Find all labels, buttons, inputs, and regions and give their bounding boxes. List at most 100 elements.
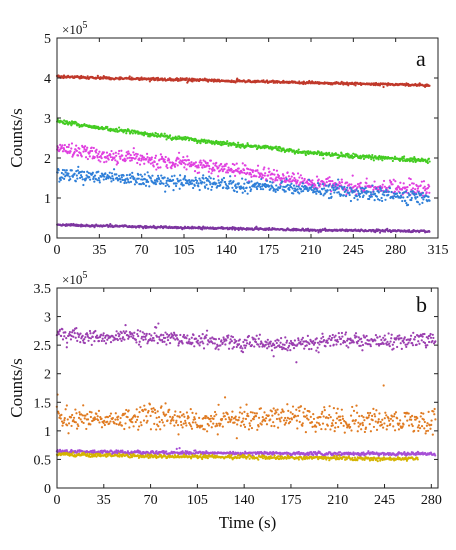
data-point bbox=[353, 196, 356, 200]
data-point bbox=[142, 338, 145, 341]
data-point bbox=[155, 416, 158, 419]
data-point bbox=[412, 182, 415, 185]
data-point bbox=[158, 420, 161, 423]
data-point bbox=[288, 344, 291, 348]
data-point bbox=[176, 423, 180, 427]
data-point bbox=[207, 170, 210, 173]
data-point bbox=[387, 193, 390, 196]
data-point bbox=[409, 157, 412, 160]
data-point bbox=[196, 179, 199, 183]
data-point bbox=[153, 160, 156, 164]
data-point bbox=[284, 190, 287, 193]
data-point bbox=[270, 349, 274, 352]
data-point bbox=[428, 191, 431, 194]
data-point bbox=[227, 421, 230, 424]
data-point bbox=[277, 413, 280, 416]
data-point bbox=[176, 137, 179, 141]
data-point bbox=[155, 335, 159, 338]
data-point bbox=[416, 417, 419, 420]
data-point bbox=[200, 161, 203, 164]
data-point bbox=[338, 415, 342, 418]
data-point bbox=[404, 190, 408, 193]
data-point bbox=[241, 191, 244, 194]
data-point bbox=[277, 339, 280, 342]
data-point bbox=[368, 339, 371, 342]
data-point bbox=[73, 332, 76, 335]
data-point bbox=[160, 333, 163, 336]
data-point bbox=[326, 189, 329, 192]
data-point bbox=[329, 428, 332, 431]
data-point bbox=[342, 424, 345, 427]
data-point bbox=[294, 178, 297, 181]
data-point bbox=[119, 337, 122, 340]
data-point bbox=[79, 152, 82, 155]
data-point bbox=[261, 174, 264, 177]
data-point bbox=[72, 335, 75, 338]
data-point bbox=[138, 340, 141, 343]
data-point bbox=[317, 178, 320, 181]
data-point bbox=[149, 162, 152, 165]
data-point bbox=[60, 334, 63, 338]
data-point bbox=[182, 333, 186, 337]
data-point bbox=[86, 413, 89, 416]
data-point bbox=[150, 158, 153, 161]
data-point bbox=[268, 170, 271, 173]
data-point bbox=[299, 174, 302, 177]
data-point bbox=[295, 185, 298, 188]
data-point bbox=[362, 194, 365, 197]
data-point bbox=[374, 339, 377, 342]
data-point bbox=[92, 177, 95, 181]
data-point bbox=[139, 406, 142, 409]
data-point bbox=[344, 333, 347, 336]
data-point bbox=[410, 414, 414, 417]
data-point bbox=[264, 419, 267, 422]
data-point bbox=[81, 178, 84, 181]
data-point bbox=[156, 342, 159, 345]
data-point bbox=[113, 422, 116, 425]
data-point bbox=[292, 173, 295, 176]
data-point bbox=[275, 176, 278, 179]
data-point bbox=[222, 186, 225, 189]
data-point bbox=[292, 184, 296, 187]
data-point bbox=[210, 185, 214, 188]
data-point bbox=[132, 151, 135, 154]
data-point bbox=[82, 183, 85, 187]
data-point bbox=[193, 345, 196, 348]
data-point bbox=[174, 410, 177, 413]
data-point bbox=[341, 415, 344, 418]
data-point bbox=[417, 340, 420, 343]
data-point bbox=[197, 182, 200, 185]
data-point bbox=[162, 182, 165, 185]
data-point bbox=[126, 416, 129, 419]
data-point bbox=[169, 415, 172, 418]
data-point bbox=[199, 159, 202, 162]
data-point bbox=[356, 411, 359, 414]
data-point bbox=[95, 412, 98, 415]
data-point bbox=[352, 409, 356, 412]
data-point bbox=[382, 85, 385, 89]
data-point bbox=[184, 421, 187, 425]
data-point bbox=[57, 169, 60, 172]
data-point bbox=[76, 169, 79, 172]
data-point bbox=[85, 148, 88, 151]
data-point bbox=[311, 179, 314, 182]
data-point bbox=[356, 190, 360, 193]
data-point bbox=[297, 185, 300, 188]
data-point bbox=[201, 228, 204, 231]
data-point bbox=[163, 176, 166, 179]
data-point bbox=[340, 178, 343, 181]
data-point bbox=[403, 155, 406, 158]
data-point bbox=[418, 420, 421, 423]
data-point bbox=[110, 172, 114, 175]
data-point bbox=[340, 152, 343, 155]
data-point bbox=[292, 192, 295, 195]
data-point bbox=[109, 420, 112, 423]
data-point bbox=[304, 431, 307, 434]
data-point bbox=[244, 164, 247, 167]
data-point bbox=[165, 138, 168, 141]
data-point bbox=[285, 341, 288, 344]
data-point bbox=[98, 181, 101, 184]
data-point bbox=[411, 344, 415, 347]
data-point bbox=[248, 422, 251, 425]
data-point bbox=[138, 425, 141, 428]
